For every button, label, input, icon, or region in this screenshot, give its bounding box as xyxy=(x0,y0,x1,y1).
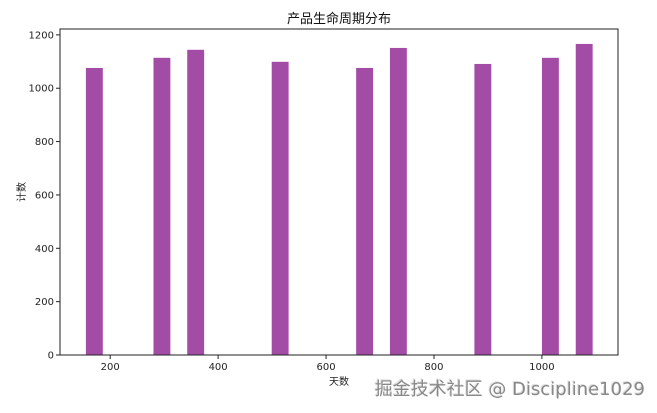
x-tick-label: 200 xyxy=(101,362,120,373)
y-tick-label: 0 xyxy=(48,351,54,362)
histogram-bar xyxy=(541,57,559,356)
histogram-bar xyxy=(474,63,492,355)
y-tick-label: 400 xyxy=(35,244,54,255)
histogram-bar xyxy=(85,67,103,355)
histogram-bar xyxy=(271,61,289,356)
y-tick-label: 800 xyxy=(35,137,54,148)
chart-title: 产品生命周期分布 xyxy=(287,11,391,27)
histogram-bar xyxy=(575,43,593,355)
y-axis-label: 计数 xyxy=(15,182,28,202)
y-tick-label: 1000 xyxy=(29,84,54,95)
histogram-bar xyxy=(153,57,171,356)
x-tick-label: 400 xyxy=(209,362,228,373)
histogram-bar xyxy=(389,47,407,356)
y-tick-label: 1200 xyxy=(29,30,54,41)
y-tick-label: 200 xyxy=(35,297,54,308)
x-tick-label: 600 xyxy=(317,362,336,373)
watermark: 掘金技术社区 @ Discipline1029 xyxy=(374,379,645,400)
histogram-bar xyxy=(356,67,374,355)
x-axis-label: 天数 xyxy=(329,375,349,388)
y-tick-label: 600 xyxy=(35,190,54,201)
x-tick-label: 1000 xyxy=(529,362,554,373)
plot-frame xyxy=(59,28,619,356)
histogram-bar xyxy=(187,49,205,356)
x-tick-label: 800 xyxy=(424,362,443,373)
